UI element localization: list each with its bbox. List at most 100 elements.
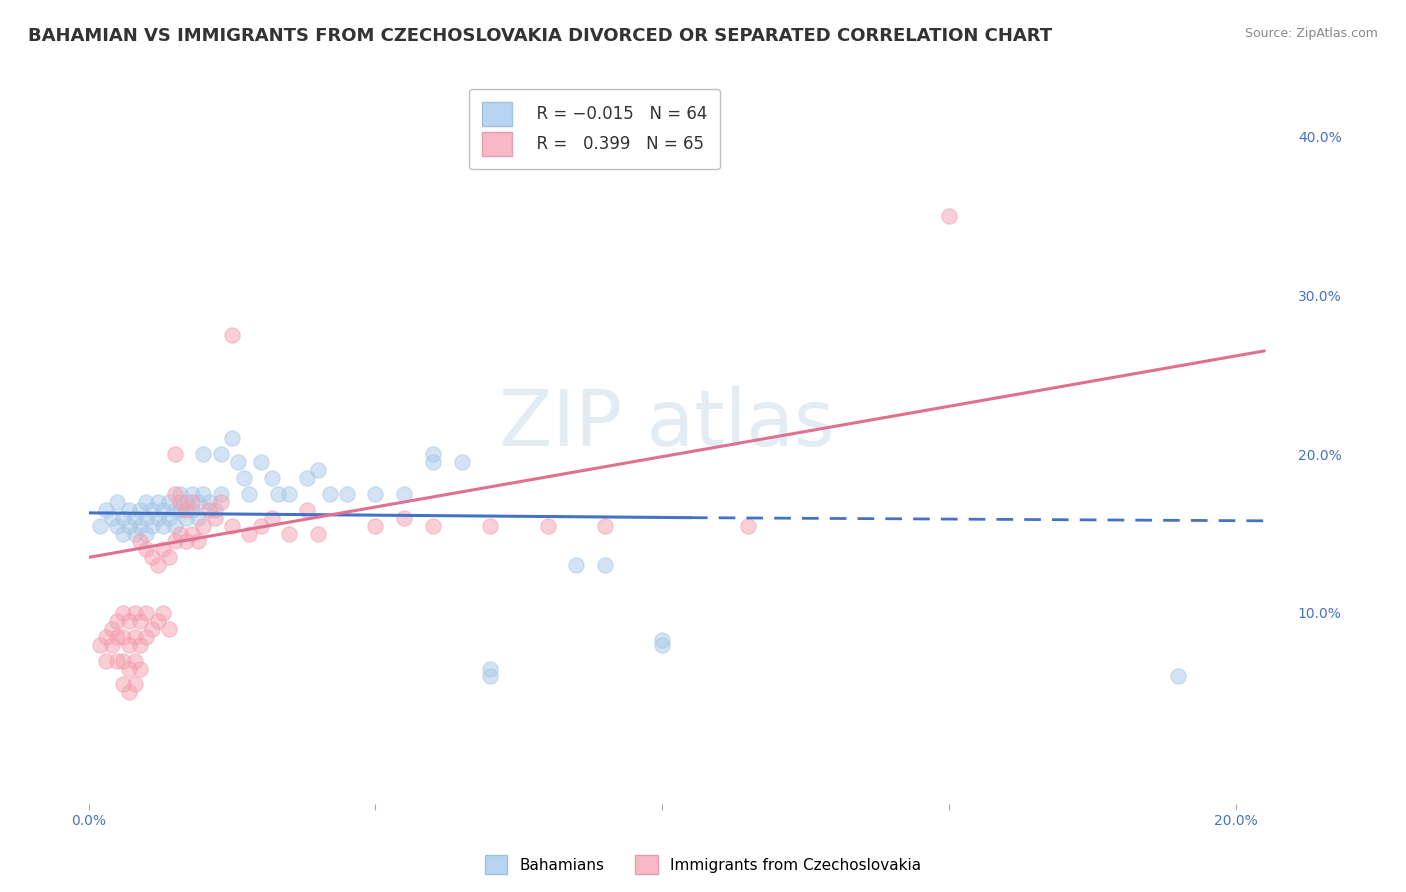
Point <box>238 487 260 501</box>
Point <box>152 606 174 620</box>
Point <box>112 606 135 620</box>
Text: ZIP atlas: ZIP atlas <box>499 385 834 462</box>
Point <box>267 487 290 501</box>
Point <box>129 614 152 628</box>
Point <box>364 518 387 533</box>
Point <box>221 431 243 445</box>
Point <box>422 455 444 469</box>
Point <box>146 510 169 524</box>
Point <box>174 534 197 549</box>
Point <box>118 638 141 652</box>
Point <box>129 638 152 652</box>
Point <box>118 518 141 533</box>
Point <box>169 495 191 509</box>
Point <box>124 677 146 691</box>
Point <box>336 487 359 501</box>
Point <box>124 526 146 541</box>
Point <box>221 518 243 533</box>
Point <box>278 526 301 541</box>
Point <box>152 542 174 557</box>
Point <box>141 550 163 565</box>
Point <box>124 606 146 620</box>
Point <box>152 518 174 533</box>
Point <box>737 518 759 533</box>
Point <box>135 526 157 541</box>
Point <box>118 502 141 516</box>
Point <box>209 495 232 509</box>
Point <box>307 463 329 477</box>
Point <box>100 638 122 652</box>
Point <box>100 510 122 524</box>
Point <box>204 510 226 524</box>
Point <box>112 526 135 541</box>
Point <box>163 534 186 549</box>
Point <box>181 495 204 509</box>
Point <box>141 502 163 516</box>
Point <box>107 654 129 668</box>
Point <box>118 614 141 628</box>
Point <box>181 487 204 501</box>
Point <box>163 518 186 533</box>
Point <box>209 447 232 461</box>
Point <box>94 502 117 516</box>
Point <box>187 510 209 524</box>
Point <box>536 518 558 533</box>
Point <box>157 495 180 509</box>
Point <box>129 518 152 533</box>
Point <box>193 518 215 533</box>
Point <box>232 471 254 485</box>
Point <box>181 502 204 516</box>
Point <box>146 614 169 628</box>
Point <box>141 518 163 533</box>
Point <box>124 510 146 524</box>
Point <box>89 638 111 652</box>
Point <box>129 502 152 516</box>
Point <box>94 630 117 644</box>
Text: BAHAMIAN VS IMMIGRANTS FROM CZECHOSLOVAKIA DIVORCED OR SEPARATED CORRELATION CHA: BAHAMIAN VS IMMIGRANTS FROM CZECHOSLOVAK… <box>28 27 1052 45</box>
Point <box>163 487 186 501</box>
Point <box>135 510 157 524</box>
Point <box>135 542 157 557</box>
Point <box>135 630 157 644</box>
Point <box>198 495 221 509</box>
Point <box>135 606 157 620</box>
Point <box>651 632 673 647</box>
Point <box>262 510 284 524</box>
Point <box>392 487 415 501</box>
Point <box>422 518 444 533</box>
Point <box>262 471 284 485</box>
Point <box>1167 669 1189 683</box>
Point <box>593 558 616 573</box>
Point <box>204 502 226 516</box>
Point <box>938 209 960 223</box>
Point <box>118 661 141 675</box>
Point <box>157 550 180 565</box>
Point <box>651 638 673 652</box>
Point <box>174 502 197 516</box>
Point <box>364 487 387 501</box>
Point <box>193 487 215 501</box>
Point <box>187 534 209 549</box>
Point <box>174 510 197 524</box>
Point <box>565 558 588 573</box>
Point <box>295 471 318 485</box>
Point <box>238 526 260 541</box>
Point <box>295 502 318 516</box>
Point <box>169 502 191 516</box>
Point <box>479 661 502 675</box>
Point <box>112 630 135 644</box>
Point <box>209 487 232 501</box>
Point <box>163 502 186 516</box>
Point <box>278 487 301 501</box>
Point <box>193 447 215 461</box>
Point <box>129 661 152 675</box>
Point <box>221 328 243 343</box>
Point <box>422 447 444 461</box>
Point <box>129 534 152 549</box>
Point <box>479 669 502 683</box>
Point <box>107 614 129 628</box>
Point <box>118 685 141 699</box>
Point <box>94 654 117 668</box>
Point <box>187 495 209 509</box>
Text: Source: ZipAtlas.com: Source: ZipAtlas.com <box>1244 27 1378 40</box>
